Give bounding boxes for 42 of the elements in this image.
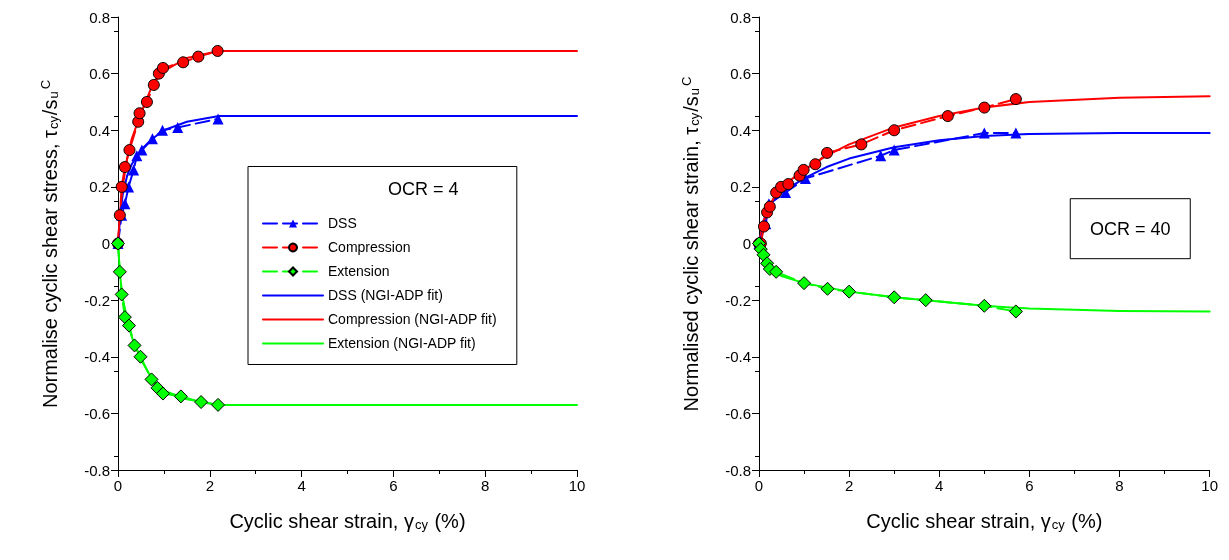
y-axis-title: Normalised cyclic shear strain, τcy/suC <box>679 76 702 412</box>
y-tick-label: -0.4 <box>84 348 110 366</box>
x-tick-label: 2 <box>844 477 854 494</box>
y-tick-label: 0 <box>742 235 751 252</box>
y-tick-label: 0.8 <box>730 8 751 26</box>
y-axis-title: Normalise cyclic shear stress, τcy/suC <box>38 79 61 409</box>
x-tick-label: 0 <box>754 477 764 494</box>
y-tick-label: -0.8 <box>84 461 110 479</box>
legend-label: Compression <box>328 239 411 256</box>
x-tick-label: 0 <box>113 477 123 494</box>
y-tick-label: 0.6 <box>89 65 110 83</box>
y-tick-label: -0.4 <box>725 348 751 366</box>
legend-label: Compression (NGI-ADP fit) <box>328 311 497 328</box>
y-tick-label: 0.4 <box>730 121 751 139</box>
x-tick-label: 10 <box>1201 477 1218 494</box>
x-tick-label: 2 <box>205 477 214 494</box>
x-tick-label: 6 <box>1025 477 1034 494</box>
x-tick-label: 8 <box>1115 477 1124 494</box>
legend-label: Extension <box>328 263 390 280</box>
annotation: OCR = 40 <box>1089 218 1171 239</box>
y-tick-label: 0 <box>101 235 110 252</box>
y-tick-label: 0.2 <box>89 178 110 196</box>
y-tick-label: -0.2 <box>84 291 110 309</box>
x-tick-label: 4 <box>297 477 306 494</box>
y-tick-label: 0.4 <box>89 121 110 139</box>
y-tick-label: -0.8 <box>725 461 751 479</box>
x-tick-label: 6 <box>389 477 398 494</box>
y-tick-label: 0.2 <box>730 178 751 196</box>
legend-label: Extension (NGI-ADP fit) <box>328 335 476 352</box>
x-tick-label: 8 <box>481 477 490 494</box>
x-tick-label: 4 <box>935 477 944 494</box>
y-tick-label: -0.6 <box>84 404 110 422</box>
y-tick-label: 0.8 <box>89 8 110 26</box>
y-tick-label: -0.2 <box>725 291 751 309</box>
x-axis-title: Cyclic shear strain, γcy (%) <box>229 509 466 532</box>
legend-title: OCR = 4 <box>388 179 459 200</box>
legend-label: DSS <box>328 215 357 232</box>
legend-label: DSS (NGI-ADP fit) <box>328 287 443 304</box>
y-tick-label: 0.6 <box>730 65 751 83</box>
x-axis-title: Cyclic shear strain, γcy (%) <box>866 509 1103 532</box>
x-tick-label: 10 <box>568 477 586 494</box>
y-tick-label: -0.6 <box>725 404 751 422</box>
